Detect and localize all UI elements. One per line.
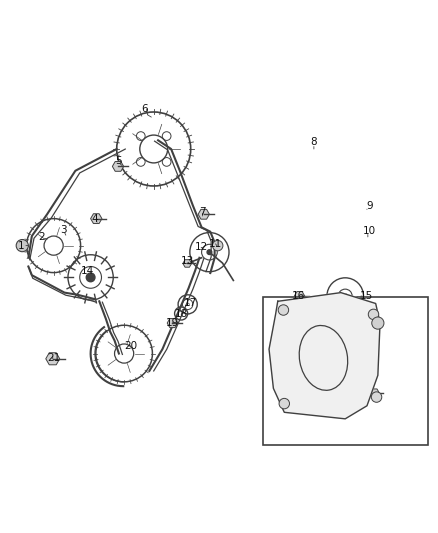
Text: 17: 17 (184, 298, 197, 309)
Text: 2: 2 (39, 232, 45, 242)
Text: 7: 7 (199, 207, 206, 217)
Text: 4: 4 (92, 214, 98, 224)
Text: 16: 16 (292, 291, 305, 301)
Circle shape (343, 294, 347, 298)
Polygon shape (46, 353, 60, 365)
Text: 12: 12 (195, 242, 208, 252)
Text: 9: 9 (366, 200, 373, 211)
Polygon shape (371, 389, 379, 397)
Polygon shape (91, 214, 102, 223)
Text: 20: 20 (124, 341, 137, 351)
Text: 19: 19 (166, 318, 180, 328)
Circle shape (372, 317, 384, 329)
Circle shape (279, 398, 290, 409)
Text: 8: 8 (311, 138, 317, 148)
Text: 14: 14 (81, 266, 94, 276)
Text: 15: 15 (360, 291, 373, 301)
Polygon shape (269, 293, 380, 419)
Circle shape (212, 240, 223, 251)
Polygon shape (183, 260, 191, 267)
Polygon shape (113, 161, 124, 171)
Text: 3: 3 (60, 224, 67, 235)
Circle shape (368, 309, 379, 320)
Text: 1: 1 (18, 240, 24, 251)
Circle shape (207, 250, 212, 254)
Polygon shape (294, 292, 305, 301)
Circle shape (16, 239, 28, 252)
Text: 10: 10 (363, 226, 376, 236)
Text: 18: 18 (175, 309, 188, 319)
Text: 11: 11 (209, 239, 222, 249)
Bar (262, 297, 428, 445)
Polygon shape (167, 319, 178, 328)
Text: 5: 5 (115, 156, 121, 166)
Text: 21: 21 (47, 353, 60, 363)
Polygon shape (198, 209, 209, 219)
Circle shape (86, 273, 95, 282)
Circle shape (371, 392, 382, 402)
Text: 6: 6 (142, 104, 148, 114)
Text: 13: 13 (181, 256, 194, 266)
Circle shape (278, 305, 289, 315)
